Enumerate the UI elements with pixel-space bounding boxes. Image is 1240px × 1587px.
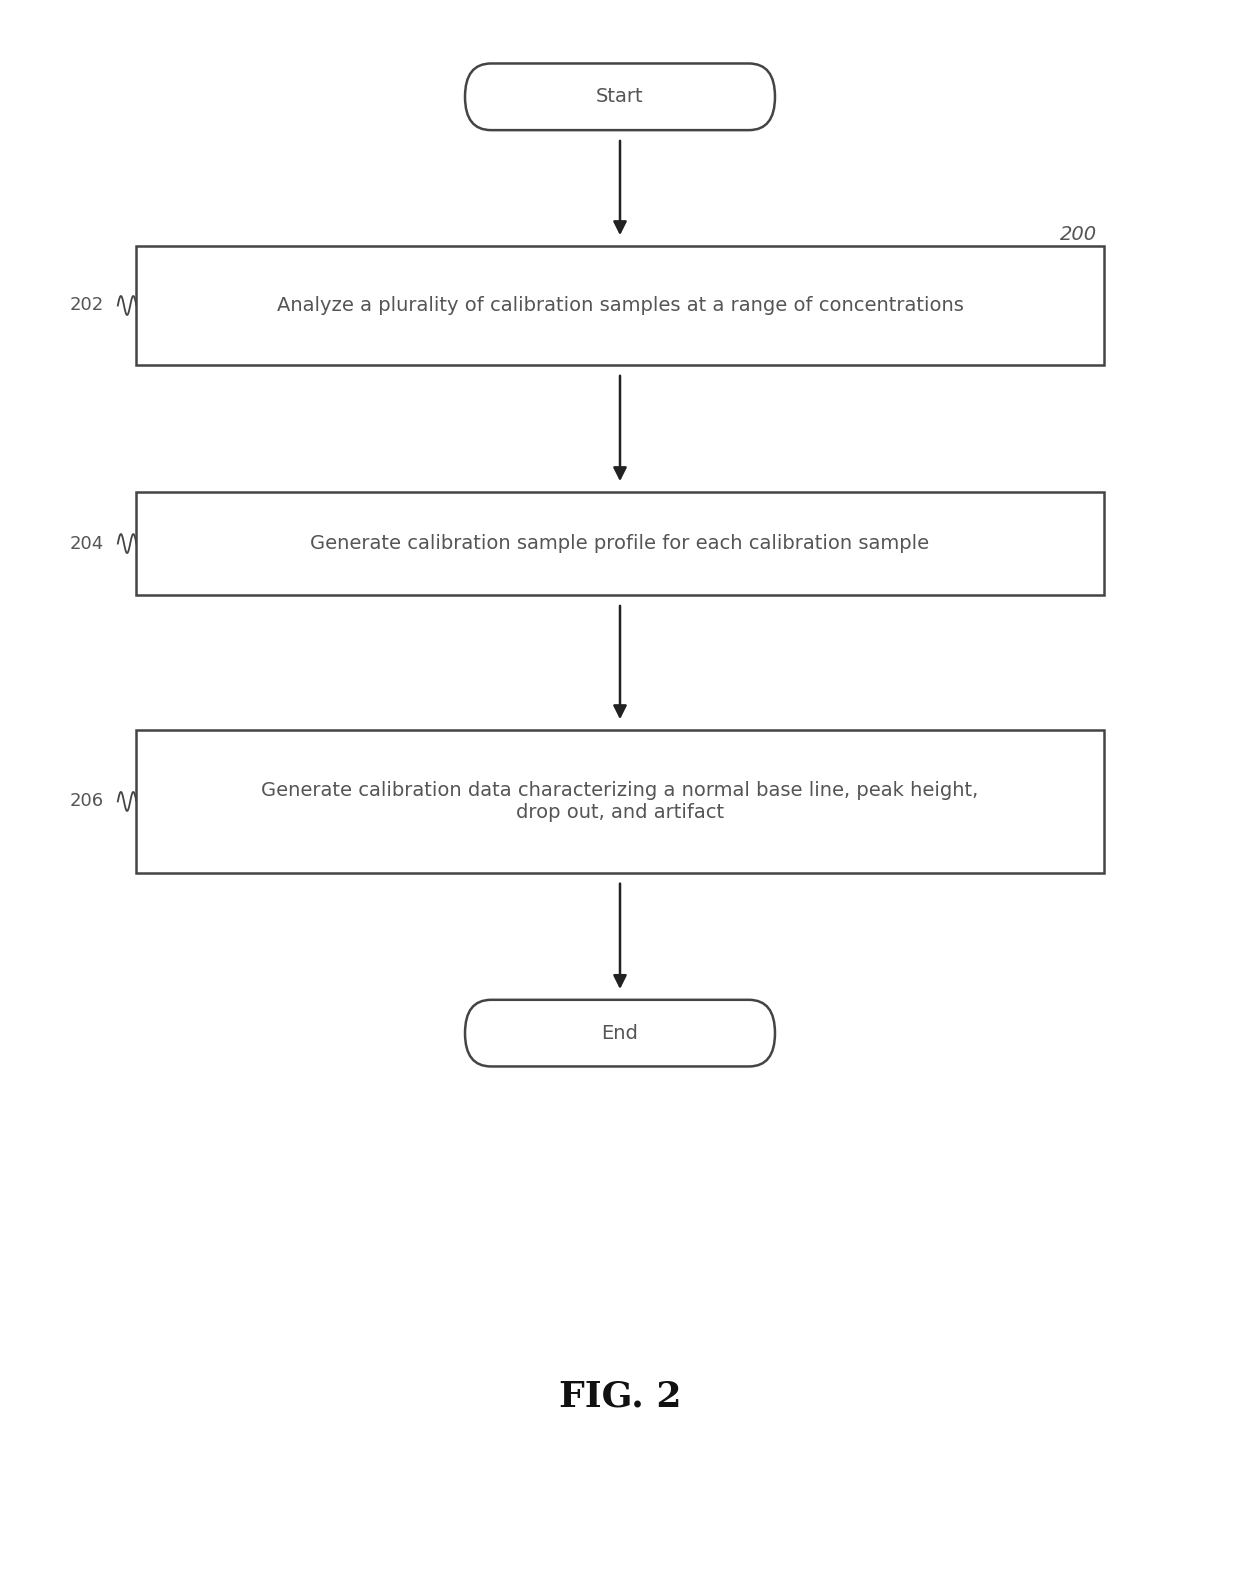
FancyBboxPatch shape (465, 63, 775, 130)
Text: 202: 202 (69, 297, 104, 314)
Text: Start: Start (596, 87, 644, 106)
Text: Analyze a plurality of calibration samples at a range of concentrations: Analyze a plurality of calibration sampl… (277, 297, 963, 314)
Text: 200: 200 (1060, 225, 1097, 244)
Text: Generate calibration sample profile for each calibration sample: Generate calibration sample profile for … (310, 535, 930, 552)
Text: 204: 204 (69, 535, 104, 552)
FancyBboxPatch shape (465, 1000, 775, 1066)
Text: Generate calibration data characterizing a normal base line, peak height,
drop o: Generate calibration data characterizing… (262, 781, 978, 822)
Text: End: End (601, 1024, 639, 1043)
Text: 206: 206 (69, 792, 104, 811)
Text: FIG. 2: FIG. 2 (559, 1379, 681, 1414)
Bar (136, 730, 1104, 873)
Bar (136, 246, 1104, 365)
Bar (136, 492, 1104, 595)
